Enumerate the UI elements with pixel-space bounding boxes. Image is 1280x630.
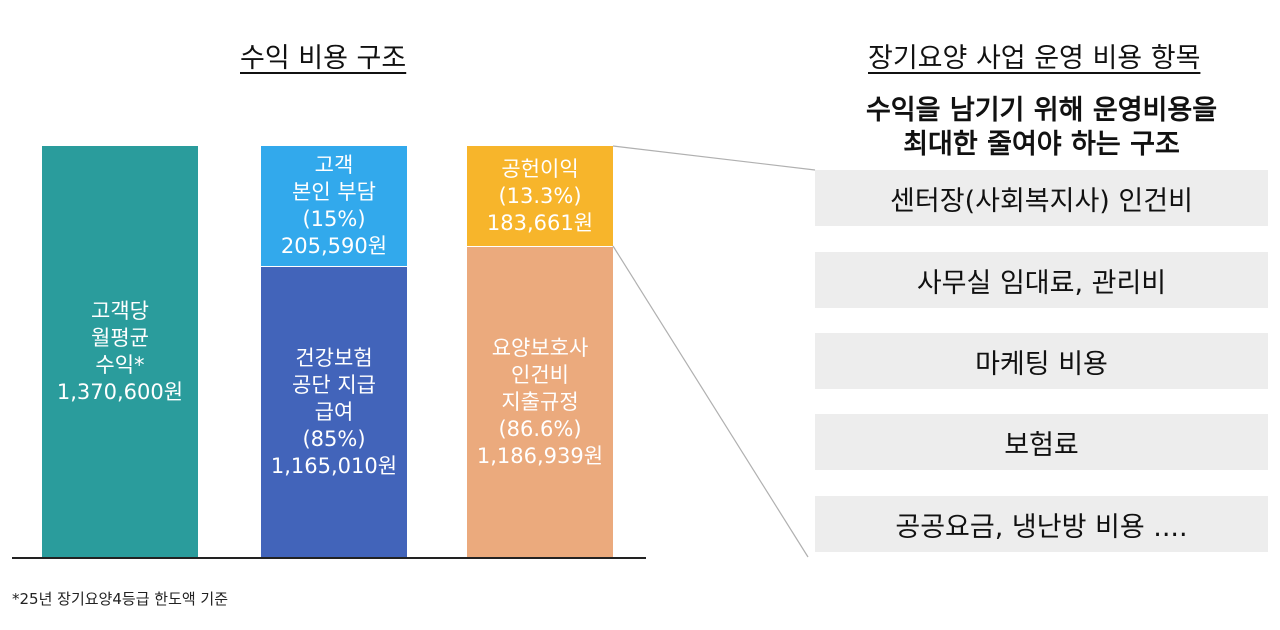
cost-item-marketing: 마케팅 비용: [815, 333, 1268, 389]
caregiver-labor-segment: 요양보호사 인건비 지출규정 (86.6%) 1,186,939원: [467, 247, 613, 558]
revenue-bar-label-2: 월평균: [91, 326, 149, 350]
caregiver-label-1: 요양보호사: [491, 336, 589, 360]
connector-line-top: [612, 145, 816, 171]
insurance-label-2: 공단 지급: [292, 373, 376, 397]
insurance-label-3: 급여: [314, 400, 354, 424]
insurance-label-1: 건강보험: [295, 346, 373, 370]
caregiver-label-2: 인건비: [511, 363, 569, 387]
revenue-bar-label-3: 수익*: [95, 353, 145, 377]
caregiver-amount: 1,186,939원: [476, 444, 604, 468]
cost-item-center-director-salary: 센터장(사회복지사) 인건비: [815, 170, 1268, 226]
contribution-amount: 183,661원: [486, 210, 594, 235]
contribution-percent: (13.3%): [498, 183, 582, 208]
contribution-label: 공헌이익: [501, 156, 579, 181]
baseline-axis: [12, 557, 646, 559]
headline-line-1: 수익을 남기기 위해 운영비용을: [865, 95, 1218, 126]
insurance-percent: (85%): [302, 427, 366, 451]
insurance-amount: 1,165,010원: [270, 454, 398, 478]
self-pay-segment: 고객 본인 부담 (15%) 205,590원: [261, 146, 407, 266]
self-pay-label-2: 본인 부담: [292, 180, 376, 204]
revenue-bar-label-1: 고객당: [91, 299, 149, 323]
footnote: *25년 장기요양4등급 한도액 기준: [12, 590, 229, 608]
operating-cost-items-title: 장기요양 사업 운영 비용 항목: [868, 43, 1201, 74]
contribution-margin-segment: 공헌이익 (13.3%) 183,661원: [467, 146, 613, 246]
self-pay-amount: 205,590원: [280, 234, 388, 258]
connector-line-bottom: [612, 245, 809, 558]
cost-item-office-rent: 사무실 임대료, 관리비: [815, 252, 1268, 308]
cost-item-insurance: 보험료: [815, 414, 1268, 470]
revenue-cost-structure-title: 수익 비용 구조: [240, 43, 407, 74]
cost-item-utilities: 공공요금, 냉난방 비용 ....: [815, 496, 1268, 552]
caregiver-label-3: 지출규정: [501, 390, 579, 414]
caregiver-percent: (86.6%): [498, 417, 582, 441]
insurance-segment: 건강보험 공단 지급 급여 (85%) 1,165,010원: [261, 267, 407, 558]
headline-line-2: 최대한 줄여야 하는 구조: [903, 129, 1180, 160]
revenue-bar: 고객당 월평균 수익* 1,370,600원: [42, 146, 198, 558]
self-pay-percent: (15%): [302, 207, 366, 231]
revenue-bar-amount: 1,370,600원: [56, 380, 184, 404]
self-pay-label-1: 고객: [314, 153, 354, 177]
